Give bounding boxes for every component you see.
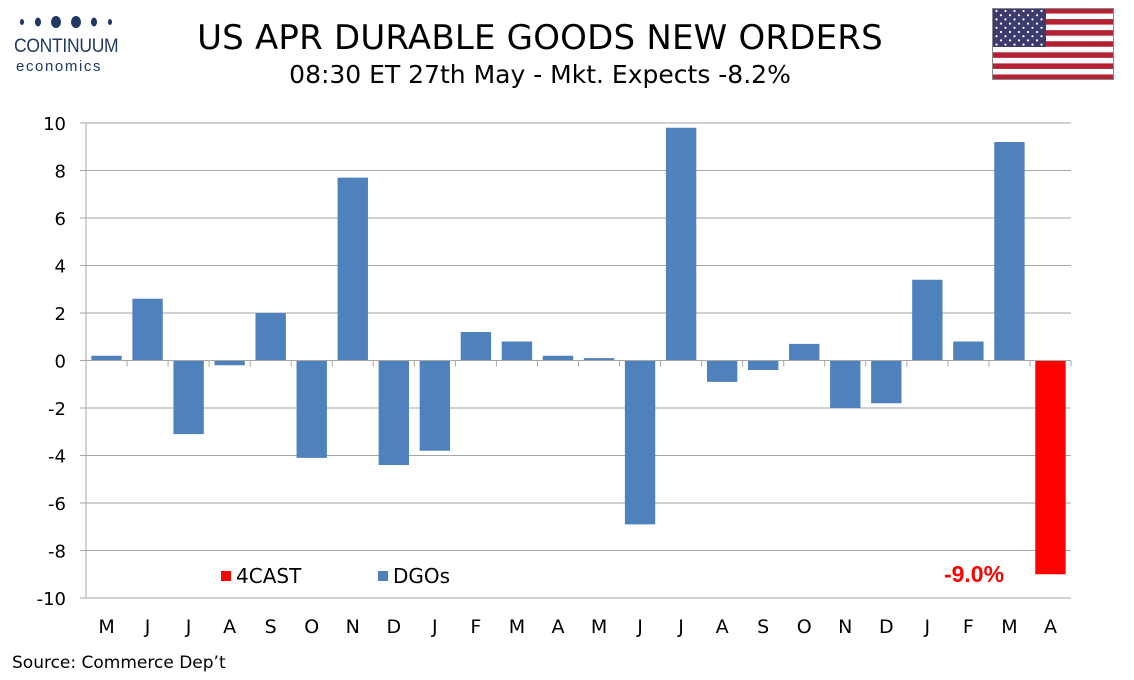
x-tick-label: O [304,616,319,638]
bar-dgos [706,360,738,382]
y-tick-label: -8 [48,542,66,563]
y-tick-label: 8 [55,162,66,183]
y-tick-label: 0 [55,352,66,373]
bar-dgos [255,313,286,361]
continuum-dots-logo-icon [20,16,112,28]
x-tick-label: M [1001,616,1017,638]
logo: CONTINUUM economics [14,14,134,75]
bar-dgos [953,341,984,361]
x-tick-label: A [223,616,236,638]
x-tick-label: F [470,616,481,638]
bar-dgos [624,360,656,525]
x-tick-label: J [185,616,192,638]
legend: 4CAST DGOs [221,564,450,588]
x-tick-label: A [716,616,729,638]
bar-dgos [132,298,163,361]
x-tick-label: S [265,616,277,638]
x-tick-label: O [797,616,812,638]
bar-dgos [994,142,1025,361]
legend-label-dgos: DGOs [393,564,450,588]
bar-dgos [871,360,902,404]
bar-dgos [583,358,615,361]
annotations: -9.0% [944,561,1004,587]
legend-swatch-4cast [221,571,231,581]
y-tick-label: -10 [37,589,66,610]
x-tick-label: D [879,616,894,638]
bars [91,127,1066,575]
x-tick-label: F [963,616,974,638]
y-tick-label: 4 [55,257,66,278]
bar-dgos [789,343,820,361]
bar-dgos [214,360,245,366]
x-tick-label: N [838,616,852,638]
x-tick-label: A [1044,616,1057,638]
bar-dgos [460,332,492,361]
bar-dgos [419,360,451,451]
source-note: Source: Commerce Dep’t [12,653,226,673]
x-tick-label: J [636,616,643,638]
bar-dgos [91,355,122,361]
legend-label-4cast: 4CAST [236,564,302,588]
x-tick-label: M [591,616,607,638]
bar-dgos [912,279,943,361]
bar-dgos [378,360,409,465]
x-tick-label: M [509,616,525,638]
grid-lines [86,122,1071,599]
x-tick-label: J [431,616,438,638]
x-tick-label: M [98,616,114,638]
forecast-value-label: -9.0% [944,561,1004,587]
x-tick-label: J [144,616,151,638]
legend-swatch-dgos [378,571,388,581]
x-tick-label: A [551,616,564,638]
axes [80,122,1072,599]
y-tick-label: 10 [43,114,66,135]
bar-dgos [173,360,204,435]
bar-dgos [542,355,574,361]
bar-dgos [665,127,697,361]
x-tick-label: J [677,616,684,638]
x-tick-label: S [757,616,769,638]
us-flag-icon [992,8,1114,80]
chart-subtitle: 08:30 ET 27th May - Mkt. Expects -8.2% [289,60,791,89]
bar-dgos [830,360,861,408]
bar-dgos [296,360,327,458]
logo-subtitle: economics [16,58,103,75]
x-tick-label: J [924,616,931,638]
bar-dgos [501,341,533,361]
bar-dgos [748,360,779,370]
logo-brand: CONTINUUM [14,36,119,57]
chart-title: US APR DURABLE GOODS NEW ORDERS [197,18,883,58]
x-tick-label: D [386,616,401,638]
y-tick-labels: 10 8 6 4 2 0 -2 -4 -6 -8 -10 [37,114,66,610]
y-tick-label: -4 [48,447,66,468]
y-tick-label: -2 [48,399,66,420]
y-tick-label: 2 [55,304,66,325]
bar-dgos [337,177,368,361]
x-tick-label: N [346,616,360,638]
bar-4cast [1035,360,1066,575]
y-tick-label: 6 [55,209,66,230]
y-tick-label: -6 [48,494,66,515]
